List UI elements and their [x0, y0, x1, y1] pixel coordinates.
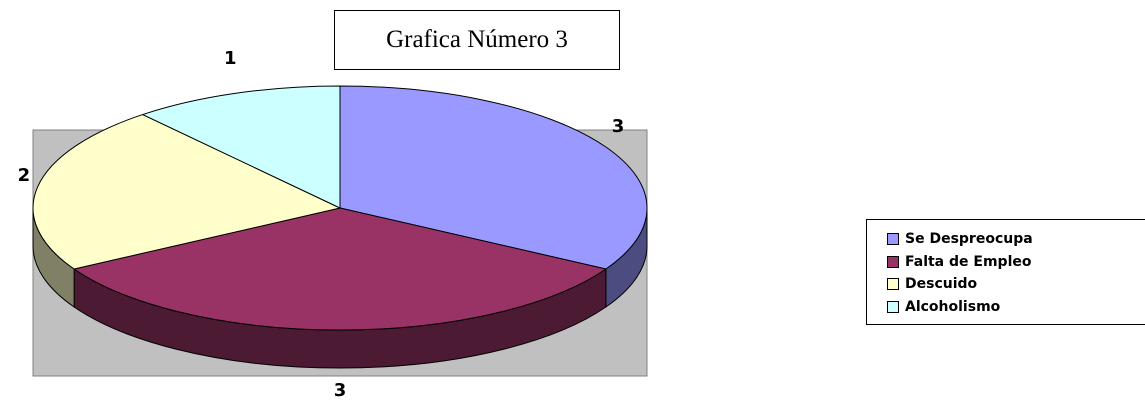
- legend-item-falta-de-empleo: Falta de Empleo: [887, 251, 1145, 274]
- legend-item-descuido: Descuido: [887, 273, 1145, 296]
- pie-slice-alcoholismo: [142, 85, 341, 209]
- pie-tops: [32, 85, 648, 331]
- legend-swatch: [887, 278, 899, 291]
- pie-slice-se-despreocupa: [339, 85, 648, 270]
- legend-label: Alcoholismo: [905, 298, 1001, 315]
- data-label-se-despreocupa: 3: [612, 116, 625, 137]
- chart-title: Grafica Número 3: [334, 10, 620, 70]
- legend-label: Se Despreocupa: [905, 231, 1033, 248]
- data-label-alcoholismo: 1: [224, 48, 237, 69]
- legend-swatch: [887, 233, 899, 246]
- data-label-falta-de-empleo: 3: [334, 380, 347, 401]
- legend-item-se-despreocupa: Se Despreocupa: [887, 228, 1145, 251]
- legend-swatch: [887, 255, 899, 268]
- data-labels: 3 3 2 1: [18, 48, 625, 401]
- pie-slice-descuido: [32, 114, 341, 270]
- data-label-descuido: 2: [18, 165, 31, 186]
- legend-item-alcoholismo: Alcoholismo: [887, 296, 1145, 319]
- legend-label: Descuido: [905, 276, 978, 293]
- legend-swatch: [887, 300, 899, 313]
- pie-slice-falta-de-empleo: [73, 207, 607, 331]
- legend-label: Falta de Empleo: [905, 253, 1032, 270]
- legend: Se Despreocupa Falta de Empleo Descuido …: [866, 219, 1145, 325]
